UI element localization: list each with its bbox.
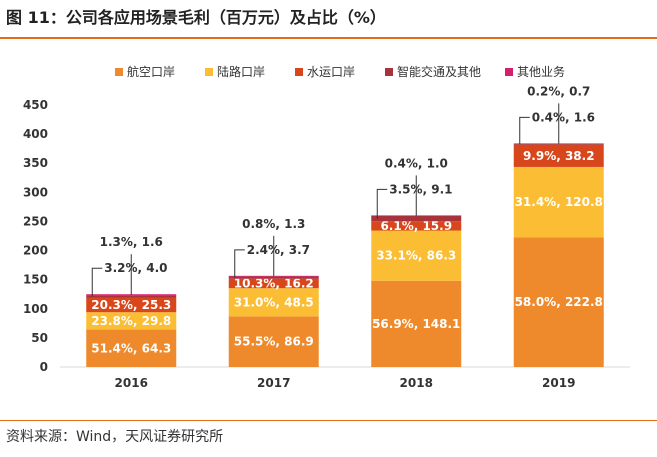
bar-2017-4 <box>228 276 319 279</box>
legend-label-4: 智能交通及其他 <box>397 64 481 79</box>
data-label-2019-1: 58.0%, 222.8 <box>515 295 603 309</box>
bar-2016-4 <box>86 295 177 298</box>
y-tick-label-150: 150 <box>23 273 48 287</box>
x-tick-label-2016: 2016 <box>115 376 148 390</box>
legend-swatch-4 <box>385 68 393 76</box>
leader-line-2018-4 <box>376 188 388 219</box>
y-tick-label-300: 300 <box>23 185 48 199</box>
footer-divider <box>0 420 657 421</box>
bar-2019-4 <box>513 143 604 145</box>
x-tick-label-2018: 2018 <box>400 376 433 390</box>
data-label-2017-4: 2.4%, 3.7 <box>247 243 310 257</box>
x-tick-label-2019: 2019 <box>542 376 575 390</box>
data-label-2019-4: 0.4%, 1.6 <box>532 110 595 124</box>
data-label-2019-3: 9.9%, 38.2 <box>523 149 595 163</box>
x-tick-label-2017: 2017 <box>257 376 290 390</box>
legend-swatch-2 <box>205 68 213 76</box>
leader-line-2017-4 <box>234 249 245 278</box>
data-label-2017-5: 0.8%, 1.3 <box>242 217 305 231</box>
y-tick-label-50: 50 <box>31 331 48 345</box>
stacked-bar-chart: 航空口岸 陆路口岸 水运口岸 智能交通及其他 其他业务 0 50 100 150 200 250 30… <box>23 64 630 390</box>
y-tick-label-450: 450 <box>23 98 48 112</box>
leader-line-2016-4 <box>91 267 103 297</box>
legend-swatch-1 <box>115 68 123 76</box>
bar-2019-5 <box>513 143 604 144</box>
data-label-2017-3: 10.3%, 16.2 <box>234 276 314 290</box>
data-label-2016-1: 51.4%, 64.3 <box>91 341 171 355</box>
data-label-2018-4: 3.5%, 9.1 <box>389 182 452 196</box>
bar-2018-2 <box>371 230 462 281</box>
y-tick-label-400: 400 <box>23 127 48 141</box>
data-label-2018-5: 0.4%, 1.0 <box>385 156 448 170</box>
legend-swatch-3 <box>295 68 303 76</box>
bar-2016-1 <box>86 329 177 367</box>
data-label-2016-4: 3.2%, 4.0 <box>104 261 167 275</box>
bar-2018-1 <box>371 280 462 367</box>
y-tick-label-100: 100 <box>23 302 48 316</box>
bar-2017-1 <box>228 316 319 367</box>
page-title: 图 11：公司各应用场景毛利（百万元）及占比（%） <box>6 8 386 27</box>
leader-line-2019-4 <box>519 116 530 145</box>
bar-2019-3 <box>513 144 604 167</box>
bar-2019-2 <box>513 166 604 238</box>
legend-label-2: 陆路口岸 <box>217 64 265 79</box>
bar-2018-3 <box>371 221 462 231</box>
data-label-2019-5: 0.2%, 0.7 <box>527 84 590 98</box>
data-label-2016-5: 1.3%, 1.6 <box>100 235 163 249</box>
data-label-2017-2: 31.0%, 48.5 <box>234 295 314 309</box>
legend-swatch-5 <box>505 68 513 76</box>
legend-label-5: 其他业务 <box>517 64 565 79</box>
bar-2017-5 <box>228 275 319 277</box>
title-divider <box>0 37 657 39</box>
data-label-2019-2: 31.4%, 120.8 <box>515 195 603 209</box>
data-label-2018-2: 33.1%, 86.3 <box>376 249 456 263</box>
bar-2019-1 <box>513 237 604 367</box>
data-label-2016-2: 23.8%, 29.8 <box>91 314 171 328</box>
bar-2017-2 <box>228 288 319 317</box>
y-tick-label-200: 200 <box>23 244 48 258</box>
source-note: 资料来源：Wind，天风证券研究所 <box>6 429 224 445</box>
legend-label-3: 水运口岸 <box>307 65 355 79</box>
legend-label-1: 航空口岸 <box>127 64 175 79</box>
data-label-2017-1: 55.5%, 86.9 <box>234 335 314 349</box>
data-label-2016-3: 20.3%, 25.3 <box>91 298 171 312</box>
data-label-2018-1: 56.9%, 148.1 <box>372 317 460 331</box>
y-tick-label-350: 350 <box>23 156 48 170</box>
bar-2016-3 <box>86 297 177 313</box>
bar-2018-4 <box>371 215 462 222</box>
y-tick-label-250: 250 <box>23 214 48 228</box>
bar-2016-2 <box>86 312 177 330</box>
bar-2017-3 <box>228 278 319 289</box>
data-label-2018-3: 6.1%, 15.9 <box>380 219 452 233</box>
y-tick-label-0: 0 <box>40 360 48 374</box>
